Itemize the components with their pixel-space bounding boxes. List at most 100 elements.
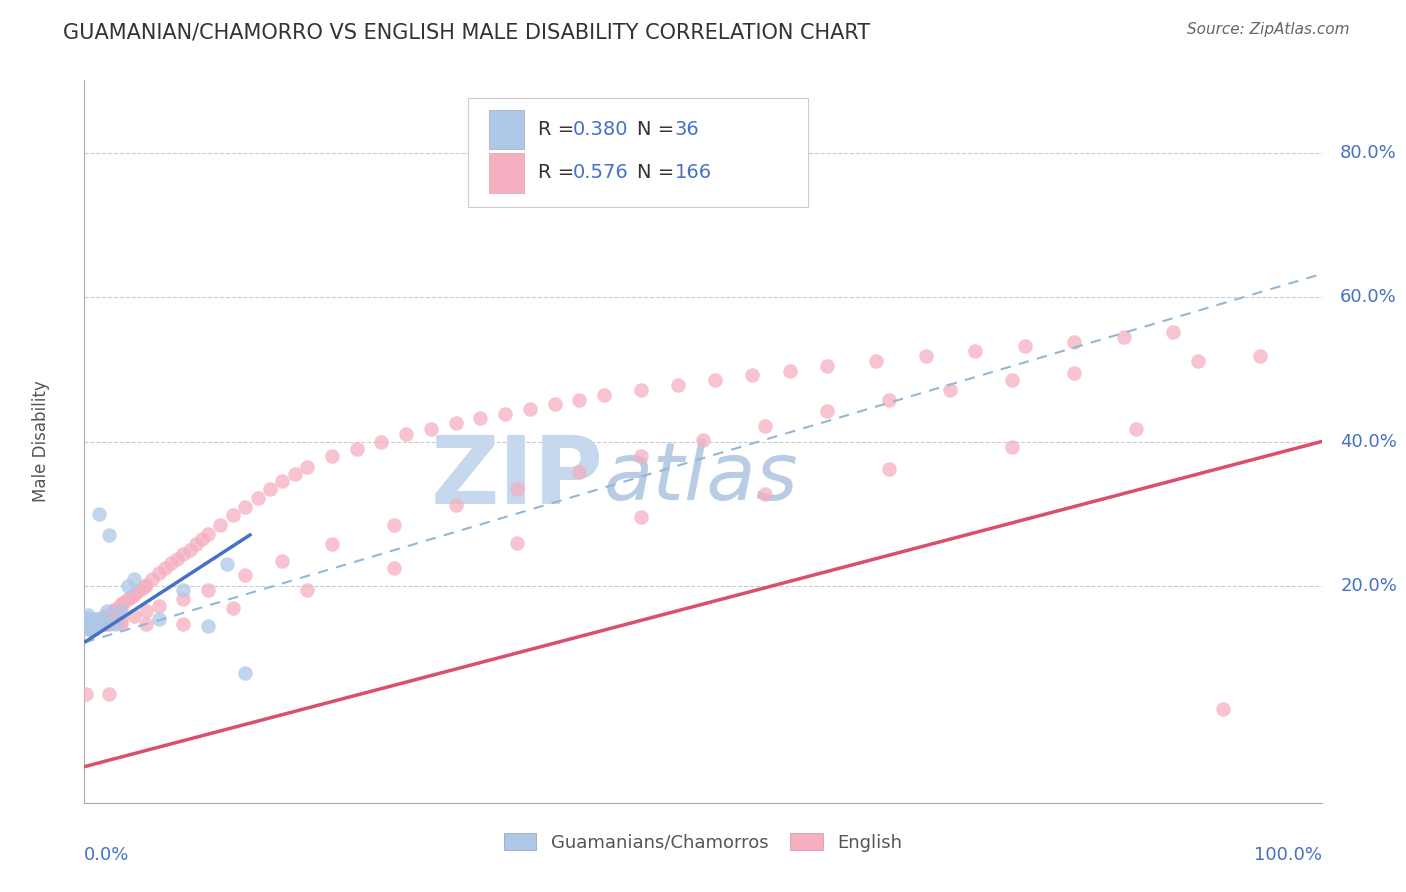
Point (1001, 373, 1024, 387)
Point (98, 611, 121, 625)
Point (79, 619, 101, 633)
Point (79, 616, 101, 631)
Point (91, 614, 114, 628)
Point (593, 387, 616, 401)
Point (470, 411, 492, 425)
Point (77, 616, 100, 631)
Point (93, 614, 115, 628)
Point (506, 482, 529, 496)
Point (79, 616, 101, 631)
Point (86, 616, 108, 631)
Text: Male Disability: Male Disability (32, 381, 51, 502)
Point (86, 616, 108, 631)
Point (172, 616, 194, 631)
Point (779, 364, 801, 378)
Point (90, 616, 112, 631)
Point (754, 418, 776, 433)
Text: atlas: atlas (605, 439, 799, 516)
Point (939, 383, 962, 397)
Point (76, 616, 98, 631)
Point (83, 616, 105, 631)
Point (568, 465, 591, 479)
Text: 100.0%: 100.0% (1254, 847, 1322, 864)
Point (166, 551, 188, 566)
Text: 36: 36 (675, 120, 699, 139)
Point (86, 614, 108, 628)
Point (222, 600, 245, 615)
Point (284, 467, 307, 481)
Point (865, 353, 887, 368)
Point (110, 599, 132, 614)
Point (419, 421, 441, 435)
Text: 80.0%: 80.0% (1340, 144, 1398, 161)
Point (86, 619, 108, 633)
Point (184, 537, 207, 551)
Point (1125, 421, 1147, 435)
Text: 20.0%: 20.0% (1340, 577, 1398, 595)
Point (80, 619, 103, 633)
Point (104, 604, 127, 618)
Point (271, 475, 294, 489)
Point (83, 616, 105, 631)
Point (87, 614, 110, 628)
Point (97, 615, 120, 630)
Point (395, 427, 418, 442)
Point (91, 611, 114, 625)
Point (83, 616, 105, 631)
Point (914, 349, 936, 363)
Point (79, 614, 101, 628)
Point (91, 616, 114, 631)
Point (1249, 349, 1271, 363)
Point (86, 611, 108, 625)
Point (1014, 339, 1036, 353)
FancyBboxPatch shape (489, 110, 523, 149)
Point (79, 615, 101, 630)
Point (135, 604, 157, 618)
Point (75, 687, 97, 701)
Point (100, 607, 122, 621)
Point (110, 604, 132, 618)
Point (76, 611, 98, 625)
Point (94, 611, 117, 625)
Point (76, 611, 98, 625)
Point (75, 616, 97, 631)
Point (89, 507, 111, 521)
Point (1001, 440, 1024, 454)
Point (93, 609, 115, 624)
Text: Source: ZipAtlas.com: Source: ZipAtlas.com (1187, 22, 1350, 37)
Point (84, 619, 107, 633)
Point (89, 616, 111, 631)
Point (630, 510, 652, 524)
FancyBboxPatch shape (489, 153, 523, 193)
Point (84, 615, 107, 630)
Point (122, 588, 145, 602)
Point (122, 572, 145, 586)
Point (77, 616, 100, 631)
Point (83, 615, 105, 630)
Point (83, 623, 105, 637)
Point (370, 434, 392, 449)
Point (91, 616, 114, 631)
Point (79, 616, 101, 631)
Point (704, 373, 727, 387)
Point (89, 616, 111, 631)
Point (82, 616, 104, 631)
Point (82, 616, 104, 631)
Point (543, 397, 565, 411)
Point (197, 527, 219, 541)
Point (104, 615, 127, 630)
Point (75, 615, 97, 630)
Point (1063, 334, 1085, 349)
Text: 60.0%: 60.0% (1340, 288, 1398, 306)
Point (172, 592, 194, 607)
Point (222, 508, 245, 523)
Point (77, 619, 100, 633)
Point (91, 615, 114, 630)
Point (197, 619, 219, 633)
Point (100, 609, 122, 624)
Point (506, 535, 529, 549)
Point (89, 616, 111, 631)
Point (96, 609, 118, 624)
Text: R =: R = (538, 120, 581, 139)
Point (79, 616, 101, 631)
